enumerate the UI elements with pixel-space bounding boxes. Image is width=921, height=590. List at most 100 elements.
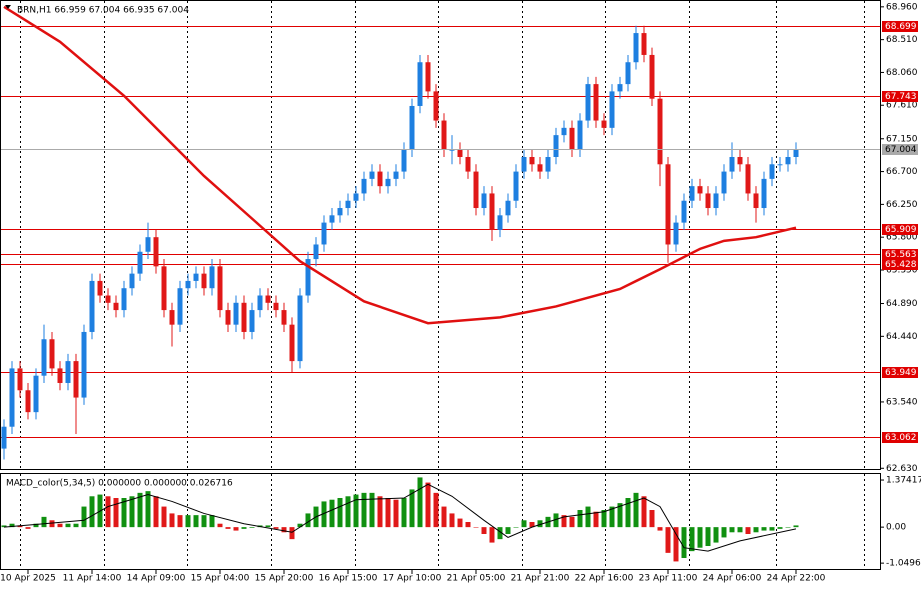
candle-body	[649, 54, 655, 99]
macd-bar	[729, 527, 735, 533]
candle-body	[569, 127, 575, 150]
macd-bar	[441, 506, 447, 528]
candle-body	[337, 208, 343, 216]
macd-bar	[593, 511, 599, 528]
y-tick-label: 65.350	[886, 265, 918, 275]
candle-body	[633, 33, 639, 63]
macd-bar	[425, 482, 431, 528]
candle-body	[721, 171, 727, 194]
candle-body	[713, 193, 719, 209]
macd-bar	[745, 527, 751, 534]
candle-body	[593, 84, 599, 121]
candle-body	[385, 178, 391, 187]
candle-body	[241, 302, 247, 332]
x-tick-label: 21 Apr 21:00	[511, 574, 570, 584]
macd-bar	[521, 520, 527, 528]
candle-body	[553, 135, 559, 157]
macd-bar	[553, 513, 559, 528]
macd-bar	[353, 494, 359, 528]
macd-bar	[785, 527, 791, 528]
y-tick-label: 64.890	[886, 299, 918, 309]
candle-body	[753, 193, 759, 209]
moving-average	[3, 5, 797, 325]
y-tick-label: 67.610	[886, 101, 918, 111]
candle-body	[777, 164, 783, 166]
candle-body	[449, 149, 455, 151]
candle-body	[793, 149, 799, 157]
macd-title: MACD_color(5,34,5) 0.000000 0.000000 0.0…	[6, 479, 233, 489]
y-tick-label: 68.060	[886, 68, 918, 78]
candle-body	[521, 157, 527, 172]
price-level-tag	[882, 249, 918, 260]
x-tick-label: 17 Apr 10:00	[383, 574, 442, 584]
price-panel	[0, 0, 881, 470]
candle-body	[537, 164, 543, 172]
candle-body	[33, 375, 39, 413]
candle-body	[289, 324, 295, 362]
candle-body	[113, 302, 119, 311]
candle-body	[369, 171, 375, 179]
candle-body	[345, 200, 351, 209]
candle-body	[153, 237, 159, 267]
price-level-label: 65.909	[885, 225, 917, 235]
macd-bar	[201, 515, 207, 528]
x-tick-label: 23 Apr 11:00	[639, 574, 698, 584]
y-tick-label: 65.800	[886, 233, 918, 243]
candle-body	[281, 310, 287, 325]
candle-body	[329, 215, 335, 223]
y-tick-label: 62.630	[886, 464, 918, 474]
macd-bar	[713, 527, 719, 543]
macd-bar	[49, 520, 55, 528]
macd-bar	[513, 527, 519, 528]
macd-bar	[345, 496, 351, 528]
macd-bar	[1, 525, 7, 528]
macd-bar	[73, 523, 79, 528]
macd-bar	[121, 498, 127, 528]
macd-bar	[481, 527, 487, 534]
macd-bar	[377, 496, 383, 528]
current-price-tag	[882, 144, 918, 155]
x-tick-label: 15 Apr 20:00	[255, 574, 314, 584]
candle-body	[657, 98, 663, 165]
macd-bar	[473, 527, 479, 528]
candle-body	[145, 237, 151, 252]
candle-body	[641, 33, 647, 55]
macd-bar	[33, 523, 39, 528]
macd-bar	[25, 527, 31, 529]
macd-bar	[665, 527, 671, 553]
candle-body	[601, 120, 607, 128]
candle-body	[305, 259, 311, 296]
macd-bar	[793, 525, 799, 528]
candle-body	[433, 91, 439, 121]
price-level-label: 67.743	[885, 92, 917, 102]
macd-bar	[489, 527, 495, 543]
x-tick-label: 16 Apr 15:00	[319, 574, 378, 584]
macd-bar	[537, 520, 543, 528]
price-level-label: 65.428	[885, 260, 917, 270]
price-level-tag	[882, 367, 918, 378]
macd-bar	[145, 491, 151, 528]
x-tick-label: 24 Apr 22:00	[767, 574, 826, 584]
x-tick-label: 22 Apr 16:00	[575, 574, 634, 584]
macd-bar	[89, 496, 95, 528]
candle-body	[505, 200, 511, 216]
macd-bar	[737, 527, 743, 533]
macd-bar	[689, 527, 695, 552]
candle-body	[57, 368, 63, 383]
candle-body	[209, 266, 215, 289]
menu-arrow[interactable]	[5, 5, 11, 9]
macd-bar	[265, 525, 271, 528]
macd-bar	[273, 527, 279, 529]
macd-bar	[697, 527, 703, 548]
macd-bar	[305, 513, 311, 528]
y-tick-label: 66.700	[886, 167, 918, 177]
candle-body	[169, 310, 175, 325]
candle-body	[121, 288, 127, 311]
candle-body	[185, 280, 191, 289]
candle-body	[361, 178, 367, 194]
x-tick-label: 15 Apr 04:00	[191, 574, 250, 584]
y-tick-label: 67.150	[886, 134, 918, 144]
candle-body	[177, 288, 183, 325]
macd-bar	[449, 513, 455, 528]
price-level-tag	[882, 91, 918, 102]
